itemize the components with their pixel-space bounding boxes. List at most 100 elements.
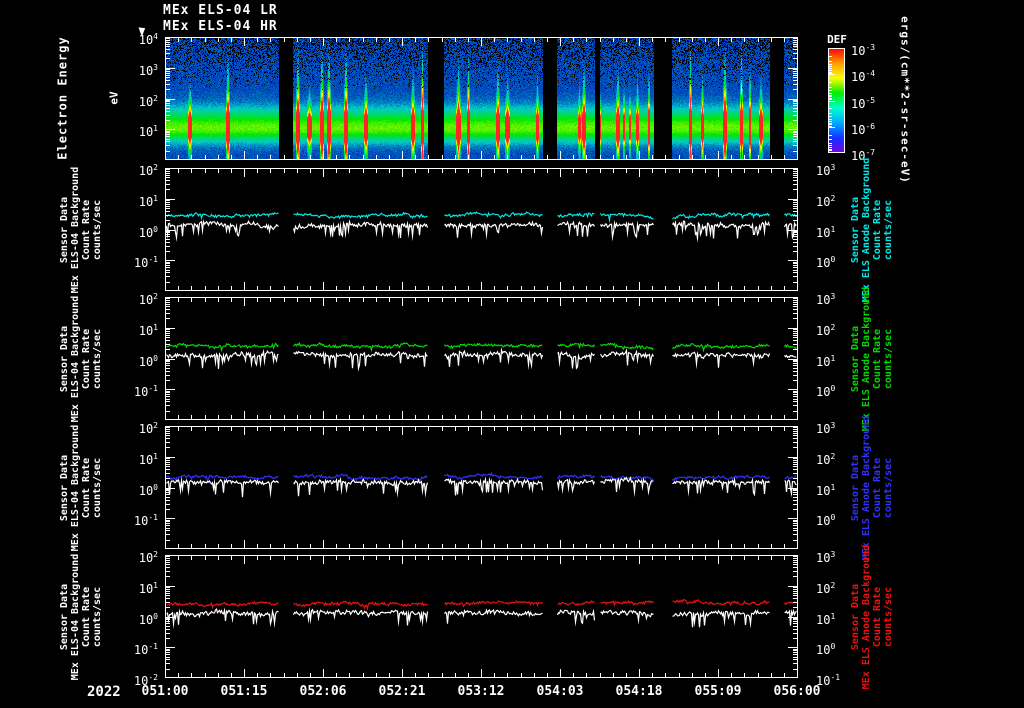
panel-right-ytick-label: 103 — [816, 163, 836, 178]
ytick-exponent: 4 — [153, 32, 158, 41]
spectrogram-ylabel: Electron Energy eV — [18, 36, 159, 159]
panel-left-ytick-label: 100 — [138, 353, 158, 369]
ytick-exponent: 2 — [153, 292, 158, 301]
ytick-exponent: -1 — [148, 642, 158, 652]
panel-right-ytick-label: 101 — [816, 482, 836, 498]
ytick-exponent: 2 — [830, 193, 836, 203]
spectrogram-ytick-label: 101 — [138, 124, 158, 140]
panel-left-ytick-label: 100 — [138, 482, 158, 498]
panel-left-label-line: MEx ELS-04 Background — [70, 553, 81, 680]
ytick-exponent: 1 — [153, 322, 158, 332]
ytick-exponent: -3 — [865, 43, 876, 52]
panel-right-label-line: counts/sec — [883, 457, 894, 518]
time-tick-label: 052:21 — [378, 684, 426, 699]
panel-right-ytick-label: 102 — [816, 193, 836, 209]
panel-right-ytick-label: 101 — [816, 224, 836, 240]
panel-canvas-anode-count-rate-1 — [165, 168, 798, 291]
panel-left-label-line: Sensor Data — [59, 325, 70, 392]
panel-right-ytick-label: 102 — [816, 580, 836, 596]
time-tick-label: 053:12 — [457, 684, 505, 699]
panel-left-label-line: Count Rate — [81, 328, 92, 389]
panel-left-ytick-label: 102 — [138, 292, 158, 307]
bottom-right-ytick-label: 10-1 — [816, 673, 841, 688]
panel-left-label-line: Count Rate — [81, 586, 92, 647]
spectrogram-ylabel-text: Electron Energy — [55, 36, 70, 160]
ytick-exponent: 3 — [830, 421, 836, 430]
ytick-exponent: -7 — [865, 148, 876, 157]
panel-right-ytick-label: 103 — [816, 550, 836, 565]
panel-left-ytick-label: 102 — [138, 421, 158, 436]
time-tick-label: 054:18 — [615, 684, 663, 699]
ytick-exponent: 2 — [830, 451, 836, 461]
ytick-exponent: 0 — [153, 353, 158, 363]
ytick-exponent: 0 — [153, 611, 158, 621]
panel-right-label-line: Sensor Data — [850, 325, 861, 392]
ytick-exponent: 1 — [830, 353, 836, 363]
panel-right-label-line: counts/sec — [883, 328, 894, 389]
ytick-exponent: 0 — [830, 384, 836, 394]
panel-right-ytick-label: 100 — [816, 513, 836, 529]
panel-left-label-line: counts/sec — [92, 457, 103, 518]
year-label: 2022 — [87, 684, 121, 700]
panel-left-ytick-label: 10-1 — [133, 642, 158, 658]
panel-right-label-line: Count Rate — [872, 199, 883, 260]
ytick-exponent: 0 — [830, 255, 836, 265]
panel-left-label-line: Count Rate — [81, 457, 92, 518]
ytick-exponent: 2 — [153, 550, 158, 559]
ytick-exponent: -1 — [148, 255, 158, 265]
ytick-exponent: 3 — [830, 163, 836, 172]
panel-left-label-anode-count-rate-2: Sensor Data MEx ELS-04 Background Count Ra… — [59, 295, 103, 421]
ytick-exponent: 1 — [153, 124, 158, 134]
panel-left-label-line: Sensor Data — [59, 196, 70, 263]
spectrogram-ytick-label: 102 — [138, 93, 158, 109]
ytick-exponent: 2 — [153, 93, 158, 103]
panel-right-ytick-label: 100 — [816, 642, 836, 658]
panel-canvas-anode-count-rate-2 — [165, 297, 798, 420]
panel-left-label-line: MEx ELS-04 Background — [70, 424, 81, 551]
panel-canvas-anode-count-rate-4 — [165, 555, 798, 678]
panel-right-label-line: MEx ELS Anode Background — [861, 157, 872, 302]
ytick-exponent: 2 — [153, 163, 158, 172]
panel-right-ytick-label: 101 — [816, 611, 836, 627]
ytick-exponent: 3 — [830, 550, 836, 559]
panel-right-label-anode-count-rate-4: Sensor Data MEx ELS Anode Background Count… — [850, 544, 894, 689]
ytick-exponent: -6 — [865, 121, 876, 131]
panel-left-label-anode-count-rate-3: Sensor Data MEx ELS-04 Background Count Ra… — [59, 424, 103, 550]
time-tick-label: 051:00 — [141, 684, 189, 699]
panel-right-label-line: MEx ELS Anode Background — [861, 544, 872, 689]
spectrogram-ytick-label: 103 — [138, 62, 158, 78]
colorbar-unit-label: ergs/(cm**2-sr-sec-eV) — [898, 16, 912, 184]
panel-canvas-anode-count-rate-3 — [165, 426, 798, 549]
ytick-exponent: 2 — [830, 322, 836, 332]
panel-right-ytick-label: 102 — [816, 322, 836, 338]
panel-left-ytick-label: 101 — [138, 580, 158, 596]
panel-right-ytick-label: 103 — [816, 292, 836, 307]
panel-right-label-line: counts/sec — [883, 199, 894, 260]
panel-left-ytick-label: 101 — [138, 451, 158, 467]
panel-left-ytick-label: 100 — [138, 611, 158, 627]
panel-left-ytick-label: 10-1 — [133, 384, 158, 400]
ytick-exponent: 1 — [153, 451, 158, 461]
colorbar-tick-label: 10-4 — [851, 69, 876, 85]
ytick-exponent: -1 — [148, 384, 158, 394]
panel-right-ytick-label: 101 — [816, 353, 836, 369]
panel-right-label-line: Count Rate — [872, 586, 883, 647]
panel-left-label-line: Sensor Data — [59, 583, 70, 650]
ytick-exponent: 1 — [153, 580, 158, 590]
panel-right-label-anode-count-rate-1: Sensor Data MEx ELS Anode Background Count… — [850, 157, 894, 302]
panel-left-label-line: Count Rate — [81, 199, 92, 260]
time-tick-label: 056:00 — [773, 684, 821, 699]
time-tick-label: 054:03 — [536, 684, 584, 699]
ytick-exponent: 2 — [830, 580, 836, 590]
panel-left-label-anode-count-rate-4: Sensor Data MEx ELS-04 Background Count Ra… — [59, 553, 103, 679]
spectrogram-yunit-text: eV — [107, 91, 121, 105]
ytick-exponent: 2 — [153, 421, 158, 430]
panel-left-label-line: Sensor Data — [59, 454, 70, 521]
ytick-exponent: 1 — [830, 224, 836, 234]
panel-right-label-line: MEx ELS Anode Background — [861, 415, 872, 560]
panel-left-ytick-label: 101 — [138, 193, 158, 209]
plot-title-lr: MEx ELS-04 LR — [163, 3, 278, 18]
panel-right-label-line: MEx ELS Anode Background — [861, 286, 872, 431]
ytick-exponent: 1 — [153, 193, 158, 203]
panel-right-label-line: counts/sec — [883, 586, 894, 647]
